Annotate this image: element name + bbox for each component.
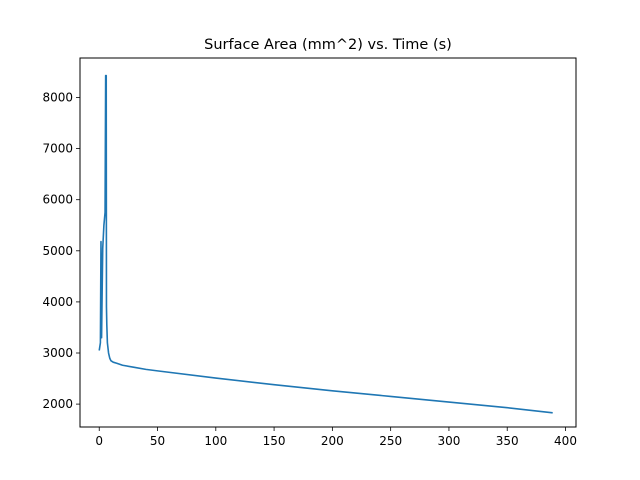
x-tick-label: 250 [379, 434, 402, 448]
series-layer [98, 74, 553, 414]
y-tick-label: 6000 [42, 193, 73, 207]
y-tick-label: 3000 [42, 346, 73, 360]
x-axis: 0 50 100 150 200 250 300 350 400 [95, 427, 577, 448]
x-tick-label: 400 [554, 434, 577, 448]
x-tick-label: 0 [95, 434, 103, 448]
plot-frame [79, 57, 577, 428]
x-tick-label: 350 [496, 434, 519, 448]
x-tick-label: 50 [150, 434, 165, 448]
x-tick-label: 150 [263, 434, 286, 448]
y-tick-label: 7000 [42, 142, 73, 156]
y-tick-label: 8000 [42, 91, 73, 105]
x-tick-label: 300 [437, 434, 460, 448]
y-axis: 2000 3000 4000 5000 6000 7000 8000 [42, 91, 80, 411]
y-tick-label: 2000 [42, 397, 73, 411]
x-tick-label: 200 [321, 434, 344, 448]
x-tick-label: 100 [204, 434, 227, 448]
series-line [98, 74, 553, 414]
y-tick-label: 5000 [42, 244, 73, 258]
y-tick-label: 4000 [42, 295, 73, 309]
chart-title: Surface Area (mm^2) vs. Time (s) [204, 37, 452, 53]
